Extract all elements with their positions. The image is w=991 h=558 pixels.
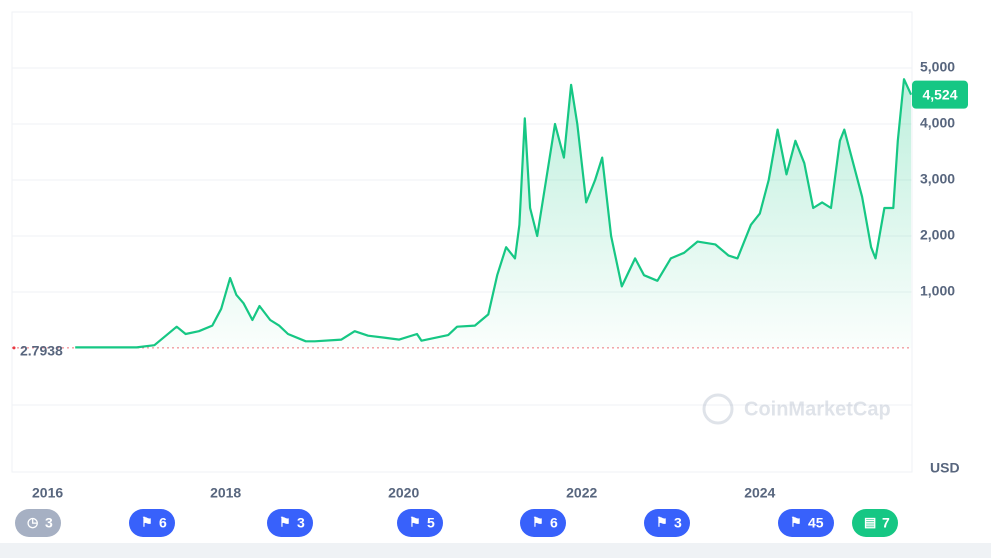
event-count: 3	[45, 515, 53, 531]
event-count: 6	[159, 515, 167, 531]
price-line	[75, 78, 913, 349]
event-badge-bg	[129, 509, 175, 537]
event-badge[interactable]: ◷ 3	[15, 509, 61, 537]
x-tick-label: 2016	[32, 485, 63, 501]
event-badge[interactable]: ⚑ 6	[129, 509, 175, 537]
event-badge-bg	[520, 509, 566, 537]
event-badge[interactable]: ⚑ 3	[644, 509, 690, 537]
event-badge-bg	[397, 509, 443, 537]
plot-frame	[11, 11, 913, 473]
event-icon: ⚑	[532, 514, 544, 529]
start-price-label: 2.7938	[20, 343, 63, 359]
x-tick-label: 2022	[566, 485, 597, 501]
price-area	[75, 79, 912, 348]
event-badge[interactable]: ▤ 7	[852, 509, 898, 537]
event-badge[interactable]: ⚑ 5	[397, 509, 443, 537]
x-tick-label: 2024	[744, 485, 775, 501]
event-icon: ⚑	[141, 514, 153, 529]
event-badge-bg	[852, 509, 898, 537]
event-count: 5	[427, 515, 435, 531]
event-count: 45	[808, 515, 824, 531]
event-badge[interactable]: ⚑ 3	[267, 509, 313, 537]
event-icon: ⚑	[409, 514, 421, 529]
event-count: 7	[882, 515, 890, 531]
event-badge[interactable]: ⚑ 6	[520, 509, 566, 537]
event-badge-bg	[644, 509, 690, 537]
current-price-label: 4,524	[922, 86, 957, 102]
event-icon: ⚑	[790, 514, 802, 529]
event-icon: ▤	[864, 514, 876, 529]
y-tick-label: 3,000	[920, 171, 955, 187]
y-tick-label: 2,000	[920, 227, 955, 243]
x-tick-label: 2018	[210, 485, 241, 501]
event-icon: ⚑	[656, 514, 668, 529]
watermark-text: CoinMarketCap	[744, 398, 891, 420]
current-price-badge	[912, 80, 968, 109]
watermark: CoinMarketCap	[702, 393, 891, 425]
start-price-dot	[12, 346, 16, 350]
event-badge-bg	[778, 509, 834, 537]
y-tick-label: 1,000	[920, 283, 955, 299]
event-count: 3	[297, 515, 305, 531]
range-bar	[0, 543, 991, 558]
event-icon: ◷	[27, 514, 38, 529]
y-tick-label: 4,000	[920, 115, 955, 131]
event-count: 6	[550, 515, 558, 531]
x-tick-label: 2020	[388, 485, 419, 501]
event-badge-bg	[267, 509, 313, 537]
y-tick-label: 5,000	[920, 59, 955, 75]
unit-label: USD	[930, 460, 960, 476]
event-badge-bg	[15, 509, 61, 537]
event-badge[interactable]: ⚑ 45	[778, 509, 834, 537]
event-count: 3	[674, 515, 682, 531]
event-icon: ⚑	[279, 514, 291, 529]
